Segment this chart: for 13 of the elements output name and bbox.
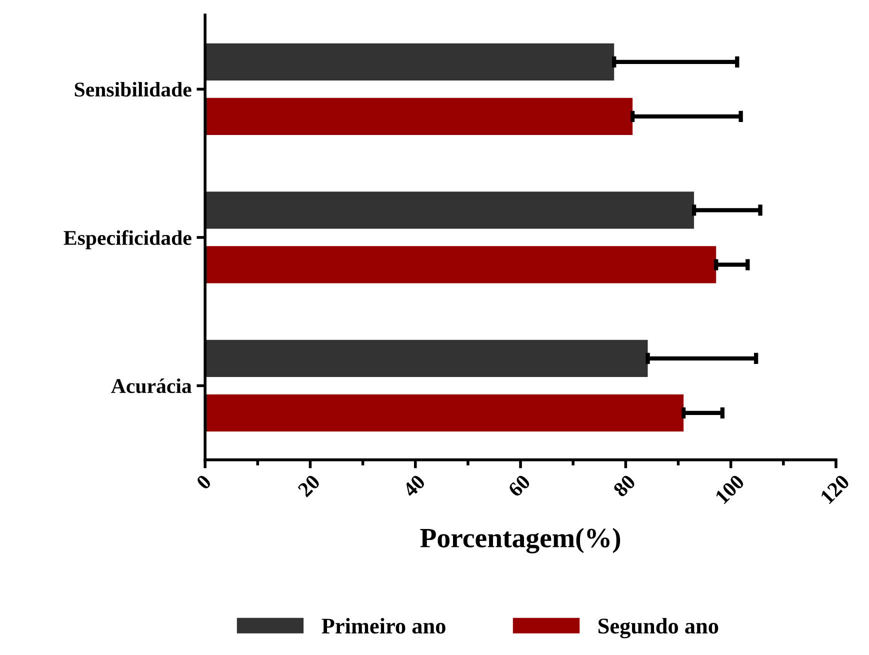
y-tick-label: Acurácia <box>111 378 192 394</box>
x-tick-label: 40 <box>402 474 426 498</box>
y-tick-label: Especificidade <box>64 230 192 250</box>
legend-label: Primeiro ano <box>322 618 446 634</box>
x-axis-title: Porcentagem(%) <box>420 528 620 554</box>
x-tick-label: 60 <box>507 474 532 498</box>
x-tick-label: 20 <box>297 474 321 498</box>
y-tick-label: Sensibilidade <box>74 82 192 97</box>
legend-label: Segundo ano <box>598 618 718 638</box>
x-tick-label: 100 <box>714 474 746 504</box>
x-tick-label: 80 <box>612 474 636 498</box>
x-tick-label: 120 <box>820 474 850 504</box>
x-tick-label: 0 <box>196 474 212 490</box>
